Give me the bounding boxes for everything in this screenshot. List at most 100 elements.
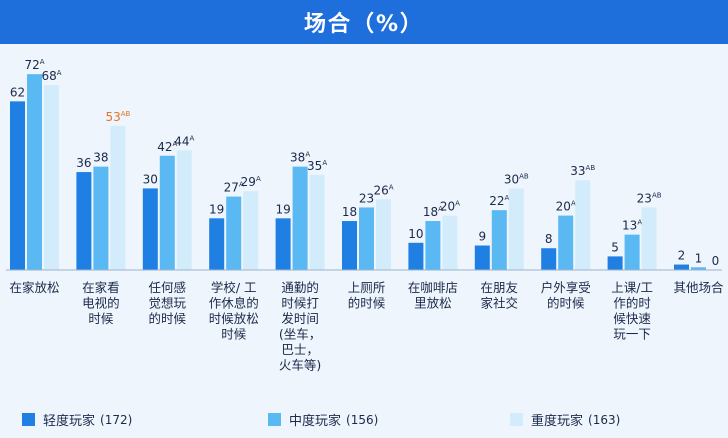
bar-8-1 xyxy=(558,215,574,270)
sig-mark-1-2: AB xyxy=(121,110,131,118)
legend-item-heavy: 重度玩家 (163) xyxy=(510,410,620,429)
sig-mark-8-1: A xyxy=(571,200,576,208)
data-label-2-0: 30 xyxy=(143,172,158,186)
data-label-0-0: 62 xyxy=(10,85,25,99)
bar-0-1 xyxy=(27,74,42,270)
data-label-8-0: 8 xyxy=(545,232,553,246)
legend-label-light: 轻度玩家 xyxy=(43,414,96,429)
sig-mark-0-2: A xyxy=(57,69,62,77)
bar-10-1 xyxy=(691,267,706,270)
legend-label-heavy: 重度玩家 xyxy=(531,414,584,429)
sig-mark-4-2: A xyxy=(322,159,327,167)
bar-1-2 xyxy=(110,125,126,270)
bar-5-1 xyxy=(359,207,374,270)
bar-6-2 xyxy=(442,215,458,270)
data-label-7-0: 9 xyxy=(478,230,486,244)
data-label-6-1: 18A xyxy=(423,205,443,219)
sig-mark-2-2: A xyxy=(190,134,195,142)
sig-mark-7-1: A xyxy=(505,194,510,202)
data-label-4-2: 35A xyxy=(307,159,327,173)
category-label-5: 上厕所的时候 xyxy=(348,280,386,311)
sig-mark-3-2: A xyxy=(256,175,261,183)
bar-4-0 xyxy=(275,218,291,270)
data-label-2-1: 42A xyxy=(157,140,177,154)
bar-4-2 xyxy=(309,174,325,270)
bar-4-1 xyxy=(292,166,308,270)
bar-3-2 xyxy=(243,191,259,270)
data-label-8-2: 33AB xyxy=(570,164,595,178)
sig-mark-7-2: AB xyxy=(519,172,529,180)
bar-9-2 xyxy=(641,207,657,270)
category-label-6: 在咖啡店里放松 xyxy=(408,280,458,311)
bar-9-1 xyxy=(624,234,640,270)
legend-count-light: (172) xyxy=(100,412,133,427)
data-label-10-1: 1 xyxy=(695,251,703,265)
category-label-7: 在朋友家社交 xyxy=(481,280,519,311)
sig-mark-3-1: A xyxy=(239,181,244,189)
bar-8-2 xyxy=(575,180,591,270)
data-label-9-1: 13A xyxy=(622,219,642,233)
bar-1-1 xyxy=(93,166,109,270)
bar-2-1 xyxy=(159,155,175,270)
data-label-1-0: 36 xyxy=(76,156,91,170)
legend-count-medium: (156) xyxy=(346,412,379,427)
sig-mark-9-2: AB xyxy=(652,191,662,199)
sig-mark-5-2: A xyxy=(389,183,394,191)
legend-item-light: 轻度玩家 (172) xyxy=(22,410,132,429)
data-label-8-1: 20A xyxy=(556,200,576,214)
sig-mark-6-1: A xyxy=(438,205,443,213)
category-label-8: 户外享受的时候 xyxy=(541,280,591,311)
category-label-4: 通勤的时候打发时间(坐车，巴士，火车等) xyxy=(279,280,321,373)
data-label-4-0: 19 xyxy=(275,202,290,216)
sig-mark-4-1: A xyxy=(305,151,310,159)
legend-swatch-light xyxy=(22,413,35,426)
data-label-0-2: 68A xyxy=(41,69,61,83)
data-label-9-2: 23AB xyxy=(637,191,662,205)
legend-label-medium: 中度玩家 xyxy=(289,414,342,429)
data-label-5-2: 26A xyxy=(373,183,393,197)
data-label-5-0: 18 xyxy=(342,205,357,219)
sig-mark-6-2: A xyxy=(455,200,460,208)
data-label-7-1: 22A xyxy=(489,194,509,208)
data-label-3-2: 29A xyxy=(241,175,261,189)
data-label-6-0: 10 xyxy=(408,227,423,241)
data-label-3-1: 27A xyxy=(224,181,244,195)
sig-mark-8-2: AB xyxy=(586,164,596,172)
bar-5-2 xyxy=(376,199,391,270)
sig-mark-0-1: A xyxy=(40,58,45,66)
bar-10-0 xyxy=(674,264,689,270)
bar-0-2 xyxy=(44,85,59,270)
category-label-10: 其他场合 xyxy=(673,280,724,295)
bar-3-1 xyxy=(226,196,242,270)
title-bar: 场合（%） xyxy=(0,0,728,44)
legend-swatch-heavy xyxy=(510,413,523,426)
data-label-9-0: 5 xyxy=(611,240,619,254)
category-label-1: 在家看电视的时候 xyxy=(82,280,120,326)
category-label-3: 学校/ 工作休息的时候放松时候 xyxy=(209,280,259,342)
category-label-2: 任何感觉想玩的时候 xyxy=(149,280,187,326)
data-label-7-2: 30AB xyxy=(504,172,529,186)
data-label-2-2: 44A xyxy=(174,134,194,148)
bar-7-2 xyxy=(508,188,524,270)
data-label-3-0: 19 xyxy=(209,202,224,216)
bar-1-0 xyxy=(76,172,92,270)
legend: 轻度玩家 (172) 中度玩家 (156) 重度玩家 (163) xyxy=(0,404,728,434)
category-label-0: 在家放松 xyxy=(9,280,59,295)
data-label-10-2: 0 xyxy=(712,254,720,268)
bar-6-0 xyxy=(408,242,424,270)
data-label-4-1: 38A xyxy=(290,151,310,165)
data-label-1-2: 53AB xyxy=(105,110,130,124)
sig-mark-2-1: A xyxy=(173,140,178,148)
category-label-9: 上课/工作的时候快速玩一下 xyxy=(611,280,653,342)
bar-2-0 xyxy=(142,188,158,270)
data-label-1-1: 38 xyxy=(93,151,108,165)
data-label-5-1: 23 xyxy=(359,191,374,205)
bar-6-1 xyxy=(425,221,441,270)
data-label-0-1: 72A xyxy=(24,58,44,72)
data-label-10-0: 2 xyxy=(678,249,686,263)
bar-2-2 xyxy=(176,150,192,270)
data-label-6-2: 20A xyxy=(440,200,460,214)
sig-mark-9-1: A xyxy=(637,219,642,227)
legend-item-medium: 中度玩家 (156) xyxy=(268,410,378,429)
